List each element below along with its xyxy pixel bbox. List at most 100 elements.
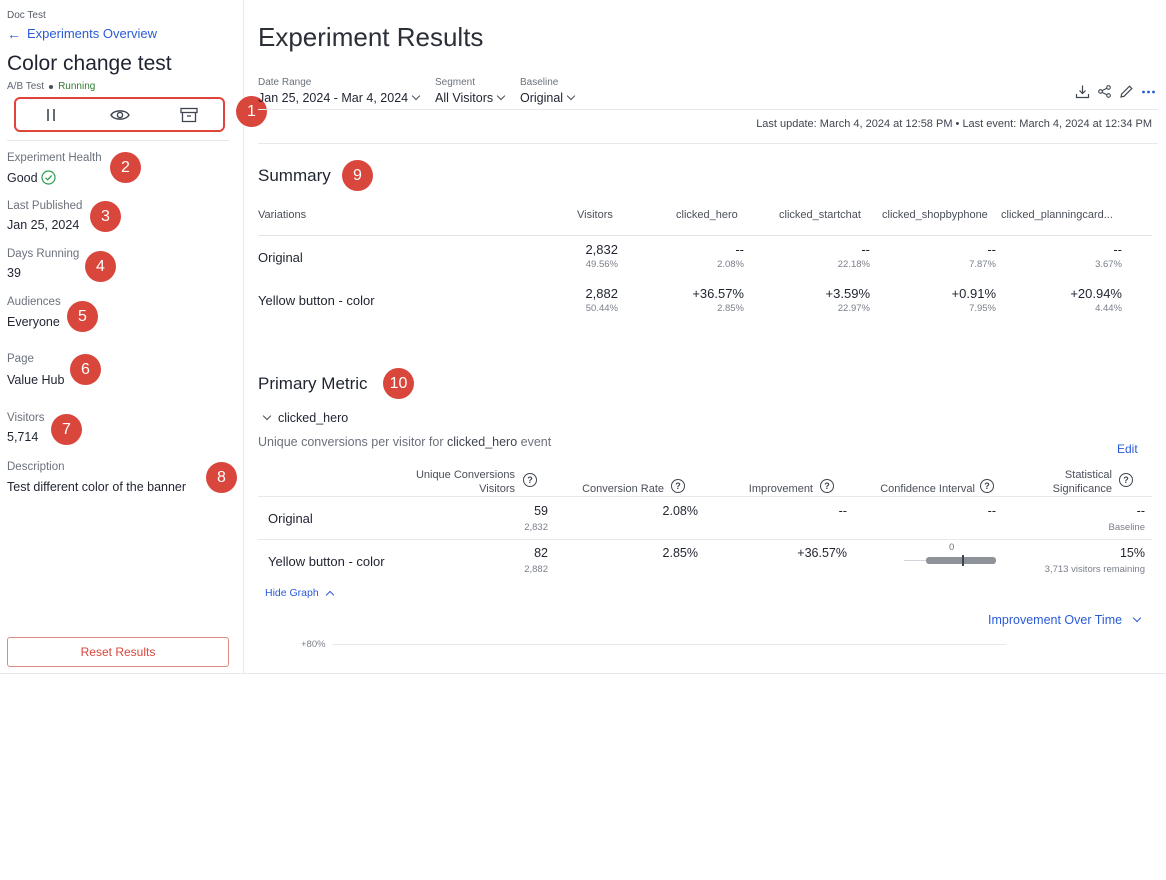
help-icon[interactable]: ? [980, 479, 994, 493]
project-label: Doc Test [7, 10, 46, 21]
cell-subvalue: 7.95% [969, 303, 996, 314]
table-cell: +20.94% 4.44% [1042, 286, 1122, 314]
cell-value: 2.85% [662, 546, 698, 560]
significance-cell: 15% 3,713 visitors remaining [1015, 546, 1145, 575]
baseline-filter[interactable]: Baseline Original [520, 77, 576, 105]
divider [258, 539, 1152, 540]
experiment-health-value: Good [7, 170, 56, 185]
summary-row-yellow-button: Yellow button - color [258, 293, 375, 308]
back-to-experiments-link[interactable]: ← Experiments Overview [7, 26, 157, 41]
cell-value: +0.91% [951, 286, 996, 301]
cell-subvalue: 2,832 [524, 522, 548, 533]
cell-subvalue: 22.97% [837, 303, 870, 314]
conversions-cell: 59 2,832 [478, 504, 548, 533]
confidence-cell: -- [916, 504, 996, 518]
table-cell: +0.91% 7.95% [916, 286, 996, 314]
callout-badge: 8 [206, 462, 237, 493]
cell-subvalue: 3.67% [1095, 259, 1122, 270]
reset-results-button[interactable]: Reset Results [7, 637, 229, 667]
cell-subvalue: 4.44% [1095, 303, 1122, 314]
column-header-improvement: Improvement [748, 483, 813, 495]
preview-button[interactable] [105, 103, 135, 127]
desc-text: Unique conversions per visitor for [258, 435, 447, 449]
page-value: Value Hub [7, 373, 65, 387]
archive-button[interactable] [174, 103, 204, 127]
date-range-filter[interactable]: Date Range Jan 25, 2024 - Mar 4, 2024 [258, 77, 421, 105]
help-icon[interactable]: ? [820, 479, 834, 493]
pause-button[interactable] [36, 103, 66, 127]
edit-metric-link[interactable]: Edit [1117, 442, 1138, 456]
conversions-cell: 82 2,882 [478, 546, 548, 575]
callout-badge: 9 [342, 160, 373, 191]
callout-badge: 5 [67, 301, 98, 332]
segment-select[interactable]: All Visitors [435, 91, 506, 105]
metric-row-original: Original [268, 511, 313, 526]
column-header-clicked-planningcard: clicked_planningcard... [1001, 209, 1113, 221]
callout-badge: 10 [383, 368, 414, 399]
improvement-cell: +36.57% [767, 546, 847, 560]
column-header-clicked-hero: clicked_hero [676, 209, 738, 221]
cell-value: 2,882 [585, 286, 618, 301]
page-label: Page [7, 353, 34, 365]
header-line: Visitors [479, 483, 515, 495]
header-line: Statistical [1064, 469, 1112, 481]
metric-row-yellow-button: Yellow button - color [268, 554, 385, 569]
metric-collapse-toggle[interactable]: clicked_hero [262, 411, 349, 425]
table-cell: +3.59% 22.97% [790, 286, 870, 314]
help-icon[interactable]: ? [671, 479, 685, 493]
cell-value: -- [838, 504, 847, 518]
chart-type-select[interactable]: Improvement Over Time [988, 613, 1142, 627]
cell-value: -- [987, 504, 996, 518]
chevron-down-icon [411, 91, 421, 101]
desc-suffix: event [517, 435, 552, 449]
column-header-confidence-interval: Confidence Interval [880, 483, 975, 495]
date-range-select[interactable]: Jan 25, 2024 - Mar 4, 2024 [258, 91, 421, 105]
experiment-meta: A/B Test Running [7, 81, 95, 92]
status-badge: Running [58, 81, 96, 92]
more-options-button[interactable] [1140, 83, 1156, 99]
last-published-label: Last Published [7, 200, 83, 212]
cell-subvalue: 49.56% [585, 259, 618, 270]
cell-value: +3.59% [825, 286, 870, 301]
cell-subvalue: 2.08% [717, 259, 744, 270]
column-header-visitors: Visitors [577, 209, 613, 221]
segment-label: Segment [435, 77, 476, 88]
share-button[interactable] [1096, 83, 1112, 99]
summary-row-original: Original [258, 250, 303, 265]
header-line: Significance [1052, 483, 1112, 495]
help-icon[interactable]: ? [1119, 473, 1133, 487]
help-icon[interactable]: ? [523, 473, 537, 487]
column-header-conversion-rate: Conversion Rate [582, 483, 664, 495]
conversion-rate-cell: 2.85% [618, 546, 698, 560]
check-circle-icon [40, 170, 56, 185]
hide-graph-toggle[interactable]: Hide Graph [265, 587, 334, 599]
eye-icon [109, 109, 130, 120]
cell-subvalue: 2,882 [524, 564, 548, 575]
table-cell: +36.57% 2.85% [664, 286, 744, 314]
improvement-cell: -- [767, 504, 847, 518]
date-range-label: Date Range [258, 77, 312, 88]
audiences-value: Everyone [7, 315, 60, 329]
pause-icon [46, 108, 55, 121]
description-value: Test different color of the banner [7, 480, 187, 494]
divider [7, 140, 229, 141]
separator-dot [49, 84, 54, 89]
baseline-select[interactable]: Original [520, 91, 576, 105]
graph-y-tick: +80% [301, 639, 326, 650]
days-running-label: Days Running [7, 248, 80, 260]
download-button[interactable] [1074, 83, 1090, 99]
cell-subvalue: Baseline [1108, 522, 1145, 533]
primary-metric-title: Primary Metric [258, 374, 368, 393]
baseline-value: Original [520, 91, 564, 105]
segment-filter[interactable]: Segment All Visitors [435, 77, 506, 105]
health-text: Good [7, 170, 38, 185]
chevron-down-icon [496, 91, 506, 101]
metric-name: clicked_hero [278, 411, 349, 425]
days-running-value: 39 [7, 266, 21, 280]
archive-icon [179, 107, 198, 122]
significance-cell: -- Baseline [1025, 504, 1145, 533]
experiment-health-label: Experiment Health [7, 152, 102, 164]
edit-button[interactable] [1118, 83, 1134, 99]
cell-value: -- [987, 242, 996, 257]
cell-value: +36.57% [692, 286, 744, 301]
